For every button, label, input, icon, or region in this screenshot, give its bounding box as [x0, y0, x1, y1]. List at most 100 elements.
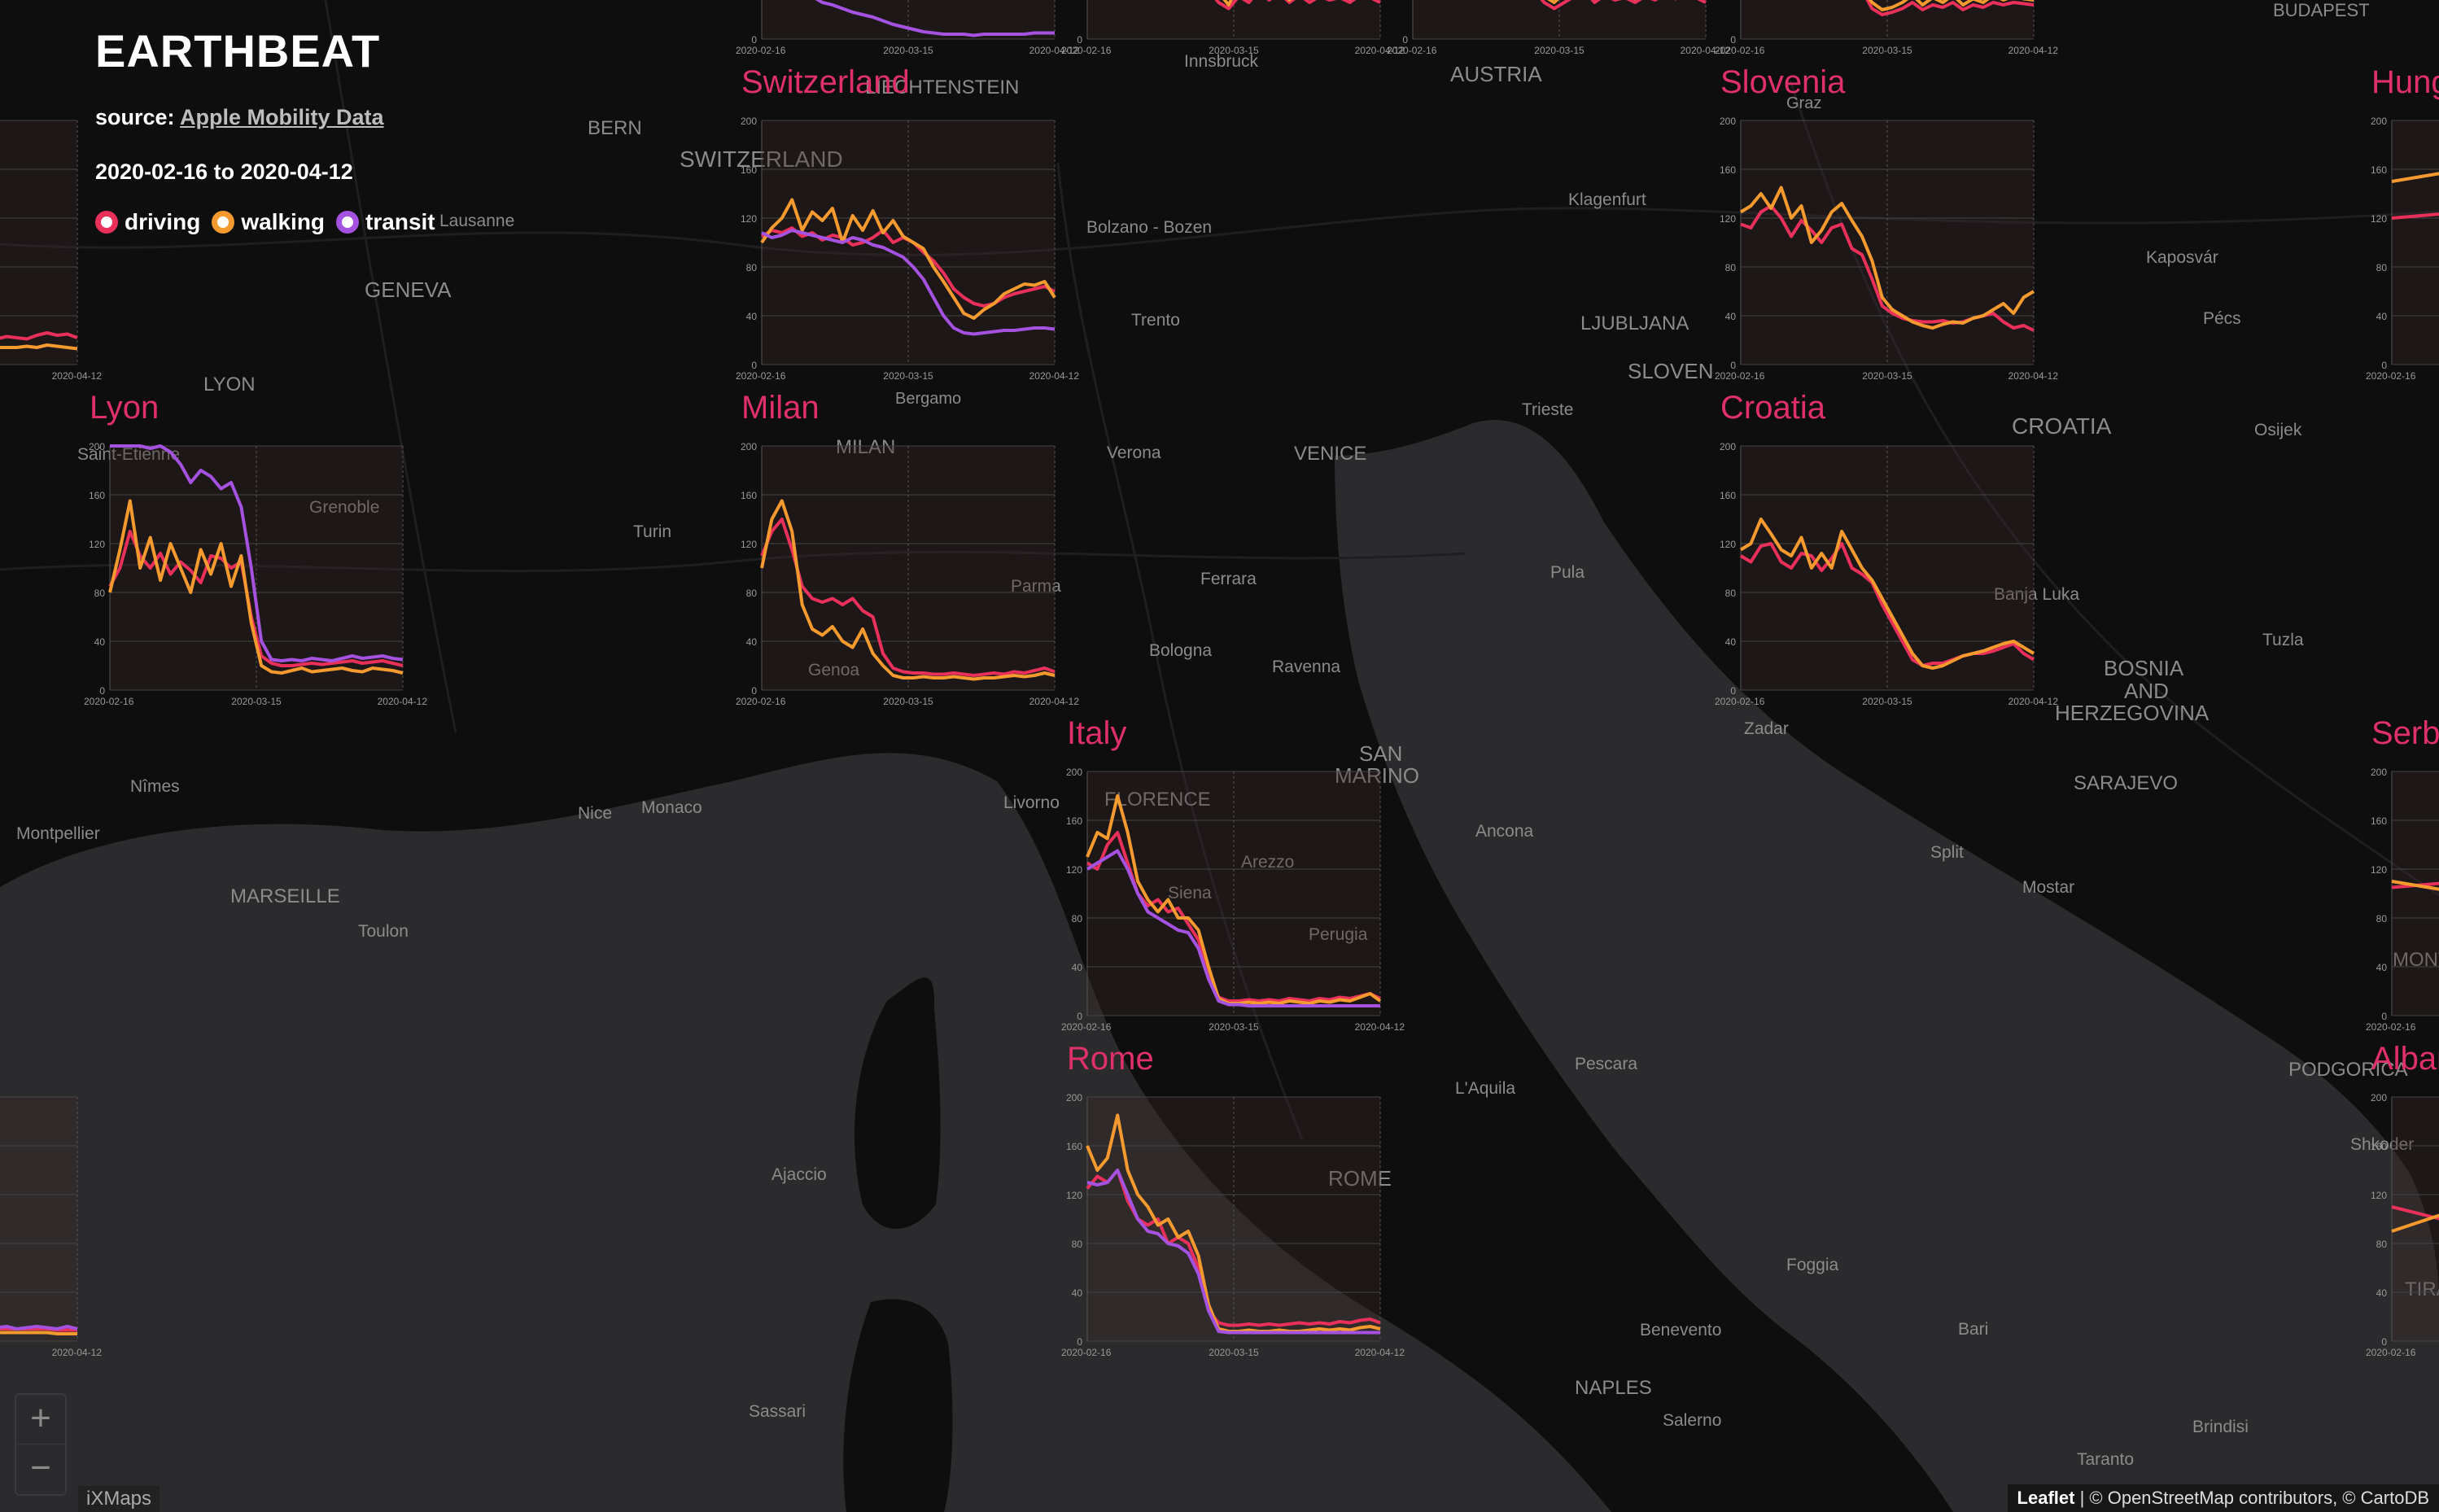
chart-title: Lyon	[90, 390, 159, 426]
chart-ytick-label: 80	[2376, 262, 2388, 273]
chart-xtick-label: 2020-02-16	[1061, 1021, 1112, 1033]
chart-xtick-label: 2020-04-12	[378, 696, 428, 707]
chart-rome[interactable]: 0 40 80 120 160 200 2020-02-16 2020-03-15 2020-0…	[1061, 1041, 1405, 1358]
attribution-sep: | ©	[2074, 1488, 2108, 1508]
chart-xtick-label: 2020-02-16	[1387, 45, 1437, 56]
chart-xtick-label: 2020-04-12	[1355, 45, 1405, 56]
leaflet-link[interactable]: Leaflet	[2017, 1488, 2075, 1508]
map-label: MILAN	[836, 436, 895, 458]
legend-transit-label: transit	[365, 209, 435, 234]
series-line-driving	[1214, 0, 1381, 11]
chart-ytick-label: 80	[1072, 1239, 1083, 1250]
chart-ytick-label: 200	[1066, 767, 1082, 778]
map-label: Grenoble	[309, 498, 379, 517]
map-label: Kaposvár	[2146, 248, 2218, 267]
legend-transit[interactable]: transit	[336, 209, 435, 235]
map-label: Perugia	[1309, 925, 1368, 944]
chart-ytick-label: 0	[1730, 360, 1736, 371]
chart-xtick-label: 2020-03-15	[1534, 45, 1584, 56]
map-label: Bologna	[1149, 641, 1212, 660]
chart-hung[interactable]: 0 40 80 120 160 200 2020-02-16 Hung	[2366, 64, 2439, 382]
map-label: Innsbruck	[1184, 52, 1259, 71]
series-line-transit	[815, 0, 1055, 37]
series-line-walking	[760, 499, 1056, 681]
map-label: Pula	[1550, 563, 1584, 582]
map-label: Mostar	[2022, 878, 2074, 897]
map-label: Zadar	[1744, 719, 1789, 738]
series-line-transit	[1086, 849, 1380, 1007]
chart-partial-top-2[interactable]: 040801201602002020-02-162020-03-152020-0…	[1061, 0, 1405, 56]
chart-ytick-label: 200	[2371, 767, 2387, 778]
chart-partial-top-1[interactable]: 040801201602002020-02-162020-03-152020-0…	[736, 0, 1079, 56]
map-label: AND	[2124, 679, 2169, 703]
map-label: Ancona	[1475, 822, 1534, 841]
chart-ytick-label: 0	[1077, 34, 1082, 46]
chart-xtick-label: 2020-04-12	[1029, 370, 1080, 382]
chart-xtick-label: 2020-02-16	[1715, 370, 1765, 382]
chart-ytick-label: 40	[746, 636, 758, 648]
series-line-walking	[1739, 518, 2035, 670]
series-line-driving	[0, 331, 78, 341]
chart-plot-area	[2392, 120, 2439, 365]
chart-title: Hung	[2371, 64, 2439, 100]
source-link[interactable]: Apple Mobility Data	[180, 105, 384, 129]
chart-title: Serb	[2371, 715, 2439, 751]
map-label: PODGORICA	[2288, 1059, 2408, 1081]
map-label: Toulon	[358, 922, 409, 941]
chart-partial-top-3[interactable]: 040801201602002020-02-162020-03-152020-0…	[1387, 0, 1730, 56]
chart-ytick-label: 200	[2371, 1092, 2387, 1103]
chart-ytick-label: 0	[751, 360, 757, 371]
ixmaps-credit[interactable]: iXMaps	[78, 1486, 160, 1512]
map-label: SWITZERLAND	[680, 146, 843, 172]
map-label: HERZEGOVINA	[2055, 701, 2210, 725]
chart-croatia[interactable]: 0 40 80 120 160 200 2020-02-16 2020-03-15 2020-0…	[1715, 390, 2058, 707]
series-line-transit	[761, 229, 1056, 336]
chart-ytick-label: 160	[1720, 490, 1736, 501]
chart-switzerland[interactable]: 0 40 80 120 160 200 2020-02-16 2020-03-15 2020-0…	[736, 64, 1079, 382]
chart-milan[interactable]: 0 40 80 120 160 200 2020-02-16 2020-03-15 2020-0…	[736, 390, 1079, 707]
map-label: Benevento	[1640, 1321, 1721, 1339]
series-line-transit	[1086, 1169, 1380, 1335]
chart-ytick-label: 0	[1730, 685, 1736, 697]
chart-ytick-label: 200	[89, 441, 105, 452]
chart-partial-top-4[interactable]: 040801201602002020-02-162020-03-152020-0…	[1715, 0, 2058, 56]
chart-ytick-label: 160	[1066, 1141, 1082, 1152]
chart-ytick-label: 40	[1072, 1287, 1083, 1299]
osm-link[interactable]: OpenStreetMap	[2107, 1488, 2235, 1508]
map-label: SAN	[1359, 741, 1402, 766]
map-label: Siena	[1168, 884, 1212, 902]
chart-title: Slovenia	[1720, 64, 1846, 100]
map-label: Monaco	[641, 798, 702, 817]
chart-slovenia[interactable]: 0 40 80 120 160 200 2020-02-16 2020-03-15 2020-0…	[1715, 64, 2058, 382]
chart-ytick-label: 80	[94, 588, 106, 599]
legend-driving[interactable]: driving	[95, 209, 200, 235]
map-label: VENICE	[1294, 443, 1366, 465]
chart-title: Rome	[1067, 1041, 1154, 1077]
chart-italy[interactable]: 0 40 80 120 160 200 2020-02-16 2020-03-15 2020-0…	[1061, 715, 1405, 1033]
chart-ytick-label: 120	[2371, 864, 2387, 876]
chart-xtick-label: 2020-04-12	[52, 370, 103, 382]
date-to: 2020-04-12	[240, 160, 353, 184]
chart-xtick-label: 2020-02-16	[2366, 1347, 2416, 1358]
chart-alban[interactable]: 0 40 80 120 160 200 2020-02-16 Alban	[2366, 1041, 2439, 1358]
legend-walking[interactable]: walking	[212, 209, 325, 235]
map-label: NAPLES	[1575, 1377, 1652, 1399]
chart-serb[interactable]: 0 40 80 120 160 200 2020-02-16 Serb	[2366, 715, 2439, 1033]
zoom-in-button[interactable]: +	[16, 1395, 65, 1444]
map-label: Bari	[1958, 1320, 1988, 1339]
zoom-out-button[interactable]: −	[30, 1448, 51, 1488]
chart-lyon[interactable]: 0 40 80 120 160 200 2020-02-16 2020-03-15 2020-0…	[84, 390, 427, 707]
series-line-transit	[110, 444, 404, 662]
map-label: Ajaccio	[771, 1165, 827, 1184]
chart-title: Switzerland	[741, 64, 910, 100]
chart-ytick-label: 200	[1720, 116, 1736, 127]
map-label: Brindisi	[2192, 1418, 2249, 1436]
chart-xtick-label: 2020-04-12	[1029, 696, 1080, 707]
map-label: Genoa	[808, 661, 859, 680]
carto-link[interactable]: CartoDB	[2360, 1488, 2429, 1508]
date-range: 2020-02-16 to 2020-04-12	[95, 160, 447, 185]
chart-ytick-label: 200	[1720, 441, 1736, 452]
